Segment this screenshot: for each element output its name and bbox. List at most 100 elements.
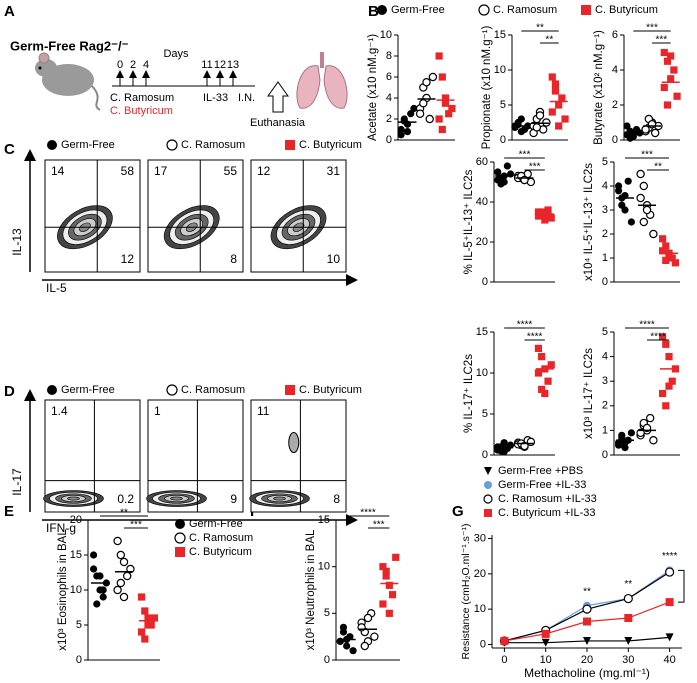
sig-label: ** xyxy=(654,162,662,173)
y-axis-label: x10³ Neutrophils in BAL xyxy=(305,529,317,650)
y-tick-label: 40 xyxy=(476,196,488,208)
y-axis-label: Butyrate (x10² nM.g⁻¹) xyxy=(593,30,605,145)
point xyxy=(532,123,542,132)
point xyxy=(385,609,393,617)
legend-label: C. Butyricum xyxy=(595,4,658,16)
quadrant-value: 31 xyxy=(327,164,341,178)
quadrant-value: 8 xyxy=(333,492,340,506)
point xyxy=(534,212,543,220)
sig-label: **** xyxy=(662,551,678,562)
point xyxy=(113,585,122,595)
point xyxy=(415,109,425,118)
y-tick-label: 20 xyxy=(70,514,82,526)
contour xyxy=(288,432,300,454)
y-tick-label: 6 xyxy=(612,29,618,41)
legend-marker xyxy=(175,519,185,529)
sig-label: **** xyxy=(360,508,376,519)
y-tick-label: 5 xyxy=(602,156,608,168)
point xyxy=(583,636,591,645)
panel-label: B xyxy=(368,3,379,20)
sig-label: *** xyxy=(655,35,667,46)
point xyxy=(441,99,450,107)
point xyxy=(662,340,670,348)
point xyxy=(665,598,674,607)
point xyxy=(150,614,158,622)
point xyxy=(514,121,522,129)
legend-label: C. Ramosum +IL-33 xyxy=(498,493,597,505)
y-tick-label: 0 xyxy=(500,134,506,146)
legend-marker xyxy=(166,139,178,151)
y-tick-label: 5 xyxy=(602,326,608,338)
axis-label: IL-5 xyxy=(46,281,67,295)
point xyxy=(639,181,649,191)
y-tick-label: 10 xyxy=(476,367,488,379)
point xyxy=(544,377,552,385)
x-tick-label: 10 xyxy=(540,654,552,666)
y-axis-label: x10³ IL-17⁺ ILC2s xyxy=(583,348,595,439)
point xyxy=(621,444,629,452)
y-tick-label: 6 xyxy=(386,71,392,83)
point xyxy=(445,110,453,118)
quadrant-value: 10 xyxy=(327,252,341,266)
point xyxy=(407,110,415,118)
legend-label: C. Butyricum xyxy=(299,384,362,396)
point xyxy=(534,344,543,352)
point xyxy=(392,553,400,561)
axis-label: IFN-g xyxy=(46,521,76,535)
sig-label: *** xyxy=(646,23,658,34)
y-tick-label: 15 xyxy=(70,549,82,561)
point xyxy=(339,623,348,631)
point xyxy=(379,563,387,571)
sig-label: **** xyxy=(517,320,533,331)
y-tick-label: 0 xyxy=(76,654,82,666)
point xyxy=(665,353,673,361)
legend-label: C. Butyricum xyxy=(299,139,362,151)
days-label: Days xyxy=(163,48,189,60)
point xyxy=(438,73,446,81)
quadrant-value: 0.2 xyxy=(117,492,134,506)
point xyxy=(665,567,675,577)
point xyxy=(636,193,645,203)
y-tick-label: 0 xyxy=(602,449,608,461)
point xyxy=(497,180,505,188)
y-tick-label: 1 xyxy=(602,252,608,264)
y-tick-label: 0 xyxy=(482,449,488,461)
point xyxy=(624,177,632,185)
point xyxy=(382,572,390,580)
point xyxy=(667,75,675,83)
y-tick-label: 2 xyxy=(386,113,392,125)
timeline-lines xyxy=(112,70,289,113)
point xyxy=(141,607,149,615)
x-tick-label: 20 xyxy=(581,654,593,666)
point xyxy=(435,115,443,123)
sig-label: *** xyxy=(373,520,385,531)
y-tick-label: 20 xyxy=(474,568,486,580)
point xyxy=(538,385,546,393)
point xyxy=(646,413,655,423)
point xyxy=(547,361,555,369)
sig-label: **** xyxy=(650,332,666,343)
day-number: 2 xyxy=(130,59,136,71)
legend-label: Germ-Free xyxy=(189,518,243,530)
quadrant-value: 17 xyxy=(154,164,168,178)
point xyxy=(535,111,545,120)
sig-label: *** xyxy=(519,150,531,161)
treatment: C. Ramosum xyxy=(110,92,174,104)
point xyxy=(582,604,592,614)
legend-marker xyxy=(581,5,591,15)
point xyxy=(388,591,397,599)
legend-label: Germ-Free xyxy=(61,139,115,151)
point xyxy=(494,168,502,176)
legend-marker xyxy=(484,509,492,517)
point xyxy=(382,567,390,575)
y-tick-label: 4 xyxy=(386,92,392,104)
point xyxy=(662,242,670,250)
x-axis-label: Methacholine (mg.ml⁻¹) xyxy=(524,666,650,680)
legend-marker xyxy=(478,4,490,16)
point xyxy=(116,550,126,560)
y-tick-label: 10 xyxy=(318,561,330,573)
point xyxy=(615,441,623,449)
point xyxy=(448,104,456,113)
quadrant-value: 11 xyxy=(257,404,270,418)
